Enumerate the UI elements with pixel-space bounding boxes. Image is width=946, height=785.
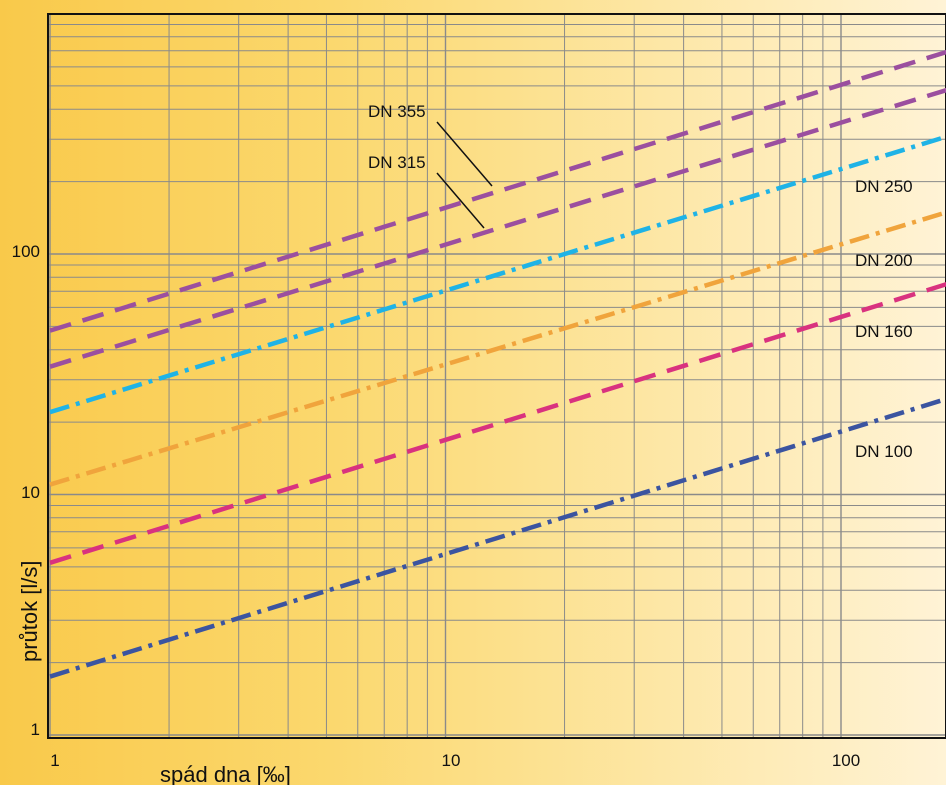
series-line-dn-355 bbox=[49, 49, 946, 333]
x-axis-title: spád dna [‰] bbox=[160, 762, 291, 785]
leader-line-dn-355 bbox=[436, 121, 493, 187]
leader-line-dn-315 bbox=[436, 172, 485, 229]
series-line-dn-200 bbox=[49, 210, 946, 487]
plot-frame bbox=[47, 13, 946, 739]
y-tick-1: 1 bbox=[31, 720, 40, 739]
series-line-dn-315 bbox=[49, 87, 946, 369]
series-labels: DN 355 DN 315 DN 250 DN 200 DN 160 DN 100 bbox=[368, 102, 913, 461]
series-label-dn-200: DN 200 bbox=[855, 251, 913, 270]
series-label-dn-355: DN 355 bbox=[368, 102, 426, 121]
series-line-dn-250 bbox=[49, 134, 946, 415]
series-line-dn-160 bbox=[49, 281, 946, 565]
grid bbox=[48, 14, 946, 738]
x-tick-100: 100 bbox=[832, 751, 860, 770]
y-tick-100: 100 bbox=[12, 242, 40, 261]
series-label-dn-100: DN 100 bbox=[855, 442, 913, 461]
series-label-dn-315: DN 315 bbox=[368, 153, 426, 172]
y-tick-10: 10 bbox=[21, 483, 40, 502]
series-line-dn-100 bbox=[49, 396, 946, 679]
series-label-dn-160: DN 160 bbox=[855, 322, 913, 341]
x-tick-10: 10 bbox=[442, 751, 461, 770]
series-lines bbox=[49, 49, 946, 679]
y-axis-title: průtok [l/s] bbox=[17, 561, 42, 662]
x-tick-1: 1 bbox=[50, 751, 59, 770]
series-label-dn-250: DN 250 bbox=[855, 177, 913, 196]
